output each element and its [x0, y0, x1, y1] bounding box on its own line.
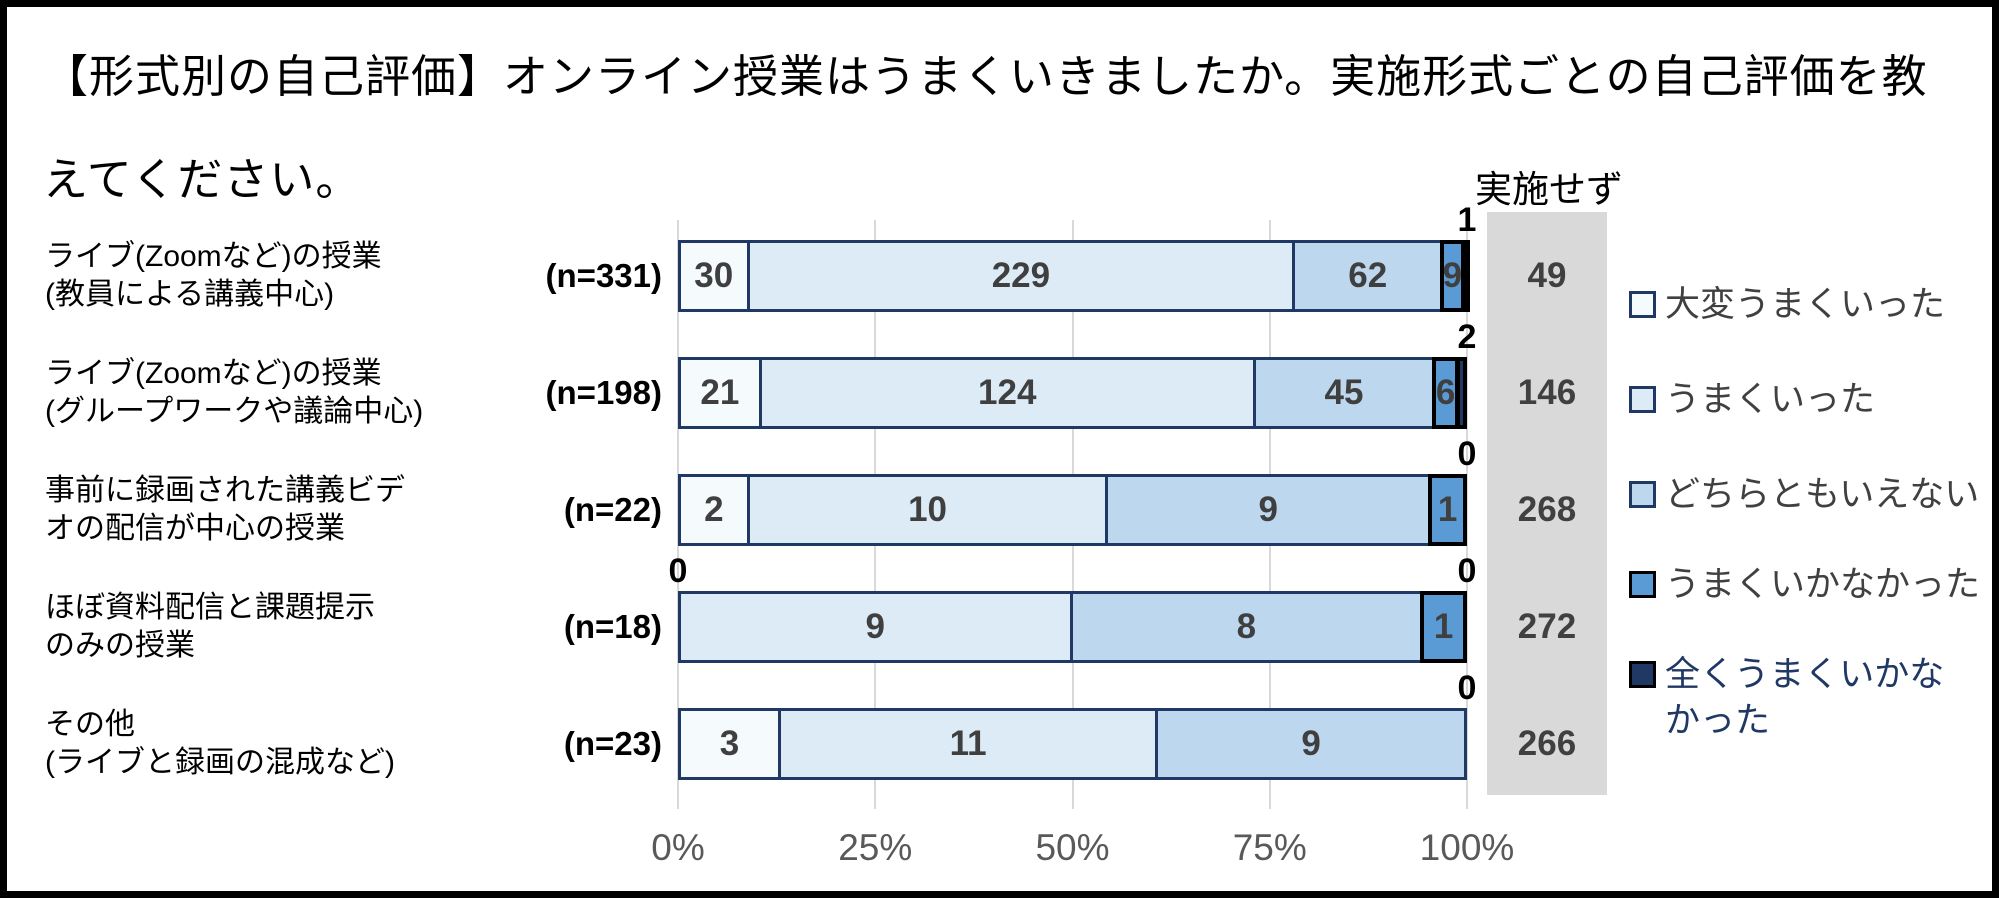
bar-value-label: 1	[1433, 607, 1454, 646]
legend-label: うまくいかなかった	[1665, 565, 1981, 604]
bar-value-label: 45	[1324, 373, 1364, 412]
bar-segment: 1	[1428, 474, 1467, 546]
bar-value-label: 9	[1258, 490, 1278, 529]
bar-value-label: 9	[865, 607, 885, 646]
bar-value-label: 124	[978, 373, 1037, 412]
legend-label: どちらともいえない	[1665, 475, 1980, 514]
sample-size-label: (n=331)	[545, 257, 662, 294]
gridline	[1466, 220, 1468, 809]
bar-value-label: 62	[1348, 256, 1388, 295]
bar-value-label: 6	[1435, 373, 1456, 412]
bar-segment	[1461, 240, 1470, 312]
bar-row: 3 11 9	[678, 708, 1467, 780]
legend-item: 全くうまくいかな かった	[1629, 652, 1944, 744]
category-label: ほぼ資料配信と課題提示 のみの授業	[45, 591, 375, 662]
sample-size-label: (n=22)	[563, 491, 662, 528]
bar-value-label: 11	[949, 724, 987, 763]
not-implemented-value: 49	[1527, 256, 1567, 295]
not-implemented-header: 実施せず	[1475, 169, 1623, 210]
bar-value-label: 229	[991, 256, 1051, 295]
legend-item: 大変うまくいった	[1629, 282, 1945, 328]
bar-segment: 8	[1069, 591, 1424, 663]
legend-label: 全くうまくいかな かった	[1665, 655, 1945, 740]
bar-outside-value-label: 1	[1457, 201, 1477, 239]
legend-swatch-icon	[1629, 571, 1656, 598]
category-label: ライブ(Zoomなど)の授業 (グループワークや議論中心)	[45, 357, 424, 428]
bar-row: 2 10 9 1	[678, 474, 1467, 546]
bar-segment: 229	[746, 240, 1296, 312]
bar-segment: 6	[1432, 357, 1460, 429]
legend-swatch-icon	[1629, 661, 1656, 688]
bar-segment: 2	[678, 474, 750, 546]
legend-label: 大変うまくいった	[1665, 285, 1946, 324]
bar-outside-value-label: 0	[668, 552, 688, 590]
not-implemented-value: 146	[1517, 373, 1577, 412]
bar-segment: 10	[746, 474, 1109, 546]
sample-size-label: (n=23)	[563, 725, 662, 762]
bar-segment: 124	[758, 357, 1256, 429]
bar-segment: 9	[678, 591, 1073, 663]
bar-segment: 1	[1420, 591, 1467, 663]
bar-outside-value-label: 0	[1457, 552, 1477, 590]
bar-value-label: 2	[704, 490, 724, 529]
axis-tick-label: 75%	[1232, 827, 1307, 868]
bar-segment: 21	[678, 357, 762, 429]
not-implemented-column	[1487, 212, 1607, 795]
bar-segment: 9	[1155, 708, 1467, 780]
bar-value-label: 3	[719, 724, 740, 763]
bar-value-label: 9	[1442, 256, 1463, 295]
category-label: ライブ(Zoomなど)の授業 (教員による講義中心)	[45, 240, 382, 311]
legend-label: うまくいった	[1665, 380, 1876, 419]
legend-item: うまくいかなかった	[1629, 562, 1980, 608]
not-implemented-value: 266	[1517, 724, 1577, 763]
bar-value-label: 8	[1236, 607, 1257, 646]
bar-value-label: 9	[1301, 724, 1321, 763]
bar-segment: 11	[777, 708, 1159, 780]
not-implemented-value: 272	[1517, 607, 1577, 646]
sample-size-label: (n=18)	[563, 608, 662, 645]
bar-segment	[1456, 357, 1467, 429]
category-label: その他 (ライブと録画の混成など)	[45, 708, 395, 779]
bar-segment: 45	[1252, 357, 1436, 429]
legend-item: うまくいった	[1629, 377, 1875, 423]
bar-row: 9 8 1	[678, 591, 1467, 663]
bar-outside-value-label: 0	[1457, 435, 1477, 473]
bar-value-label: 30	[694, 256, 734, 295]
axis-tick-label: 50%	[1035, 827, 1110, 868]
legend-swatch-icon	[1629, 386, 1656, 413]
not-implemented-value: 268	[1517, 490, 1577, 529]
bar-outside-value-label: 2	[1457, 318, 1477, 356]
chart-title: 【形式別の自己評価】オンライン授業はうまくいきましたか。実施形式ごとの自己評価を…	[43, 51, 1928, 205]
bar-outside-value-label: 0	[1457, 669, 1477, 707]
bar-segment: 9	[1105, 474, 1432, 546]
sample-size-label: (n=198)	[545, 374, 662, 411]
bar-segment: 62	[1292, 240, 1444, 312]
legend-swatch-icon	[1629, 291, 1656, 318]
bar-value-label: 10	[908, 490, 947, 529]
bar-row: 30 229 62 9	[678, 240, 1470, 312]
bar-row: 21 124 45 6	[678, 357, 1467, 429]
legend-item: どちらともいえない	[1629, 472, 1979, 518]
axis-tick-label: 0%	[651, 827, 705, 868]
bar-segment: 3	[678, 708, 781, 780]
axis-tick-label: 25%	[838, 827, 913, 868]
axis-tick-label: 100%	[1419, 827, 1515, 868]
bar-segment: 30	[678, 240, 750, 312]
category-label: 事前に録画された講義ビデ オの配信が中心の授業	[45, 474, 405, 545]
legend-swatch-icon	[1629, 481, 1656, 508]
bar-value-label: 1	[1437, 490, 1458, 529]
bar-value-label: 21	[700, 373, 740, 412]
